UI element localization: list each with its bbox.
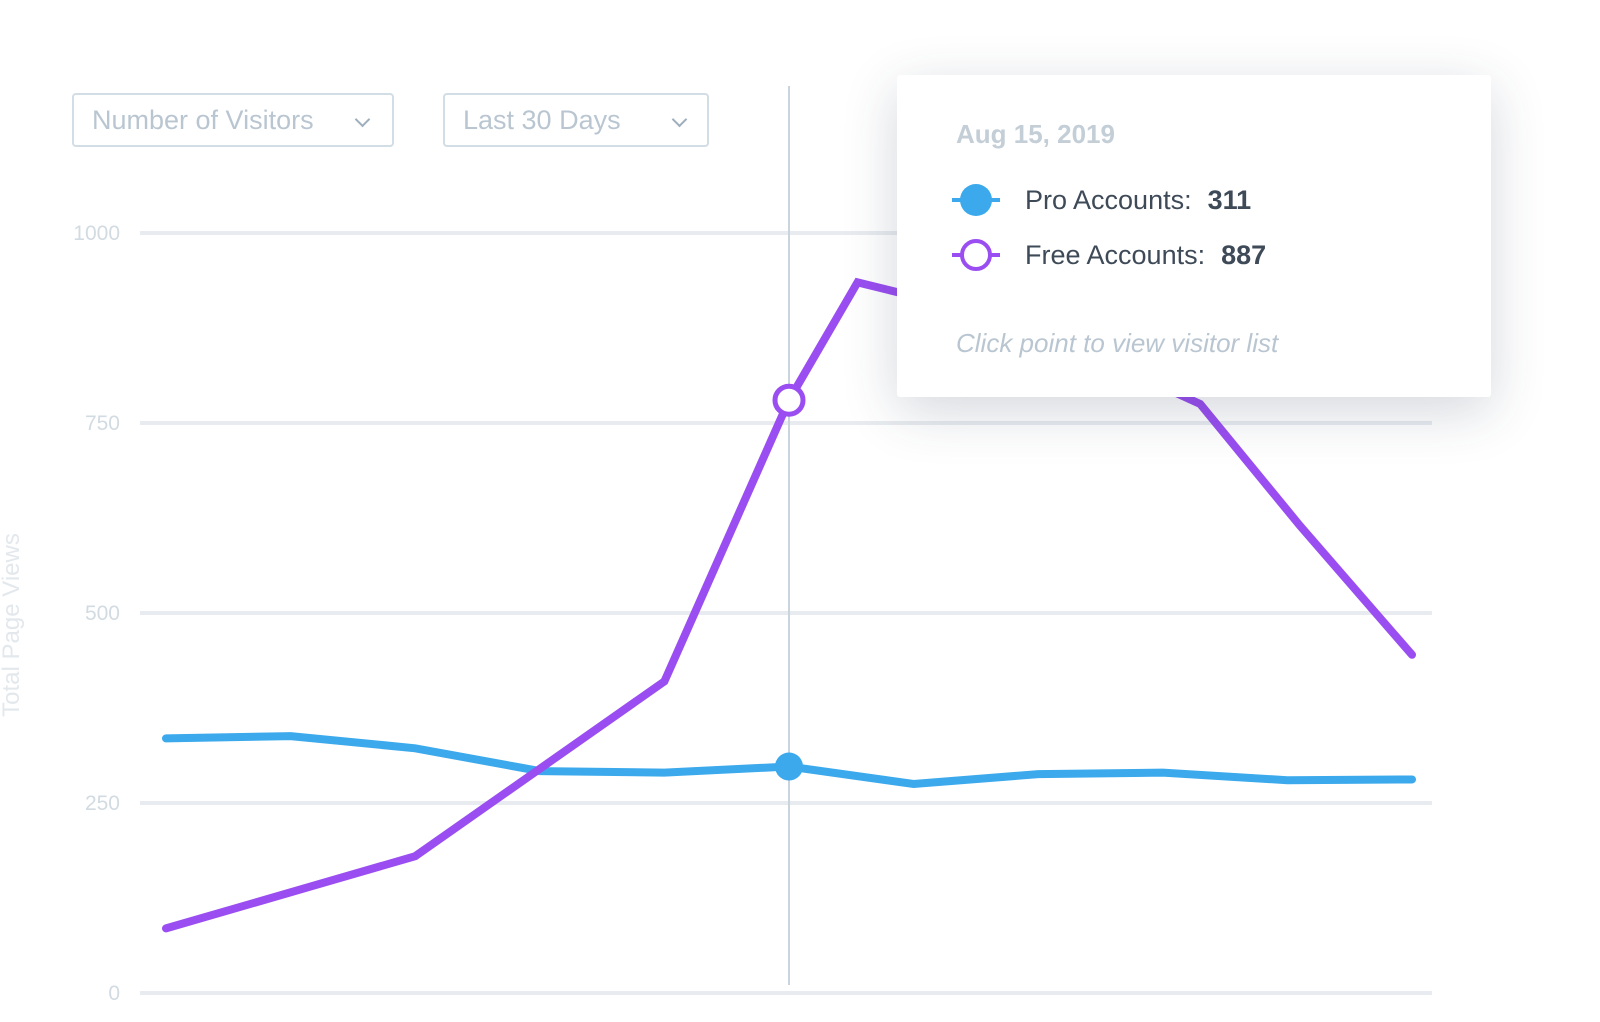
tooltip-hint: Click point to view visitor list	[956, 328, 1279, 358]
tooltip-free-label: Free Accounts:	[1025, 239, 1206, 270]
tooltip-pro-value: 311	[1207, 184, 1252, 215]
date-range-dropdown-label: Last 30 Days	[463, 105, 621, 135]
series-line-free-accounts	[162, 277, 1416, 933]
tooltip-row-free: Free Accounts: 887	[952, 235, 1266, 275]
y-tick-label: 500	[85, 602, 120, 625]
chart-tooltip: Aug 15, 2019 Pro Accounts: 311 Free Acco…	[897, 75, 1491, 397]
highlight-point-pro-accounts	[775, 752, 803, 781]
tooltip-pro-label: Pro Accounts:	[1025, 184, 1192, 215]
y-tick-label: 0	[108, 982, 120, 1005]
tooltip-date: Aug 15, 2019	[956, 119, 1115, 149]
pro-series-marker-icon	[952, 180, 1000, 220]
highlight-point-free-accounts	[772, 383, 806, 417]
y-tick-label: 750	[85, 412, 120, 435]
date-range-dropdown[interactable]: Last 30 Days	[443, 93, 709, 147]
tooltip-free-value: 887	[1221, 239, 1267, 270]
free-series-marker-icon	[952, 235, 1000, 275]
y-axis-title: Total Page Views	[0, 533, 25, 717]
metric-dropdown[interactable]: Number of Visitors	[72, 93, 394, 147]
y-tick-label: 250	[85, 792, 120, 815]
y-tick-label: 1000	[73, 222, 120, 245]
metric-dropdown-label: Number of Visitors	[92, 105, 314, 135]
tooltip-row-pro: Pro Accounts: 311	[952, 180, 1251, 220]
